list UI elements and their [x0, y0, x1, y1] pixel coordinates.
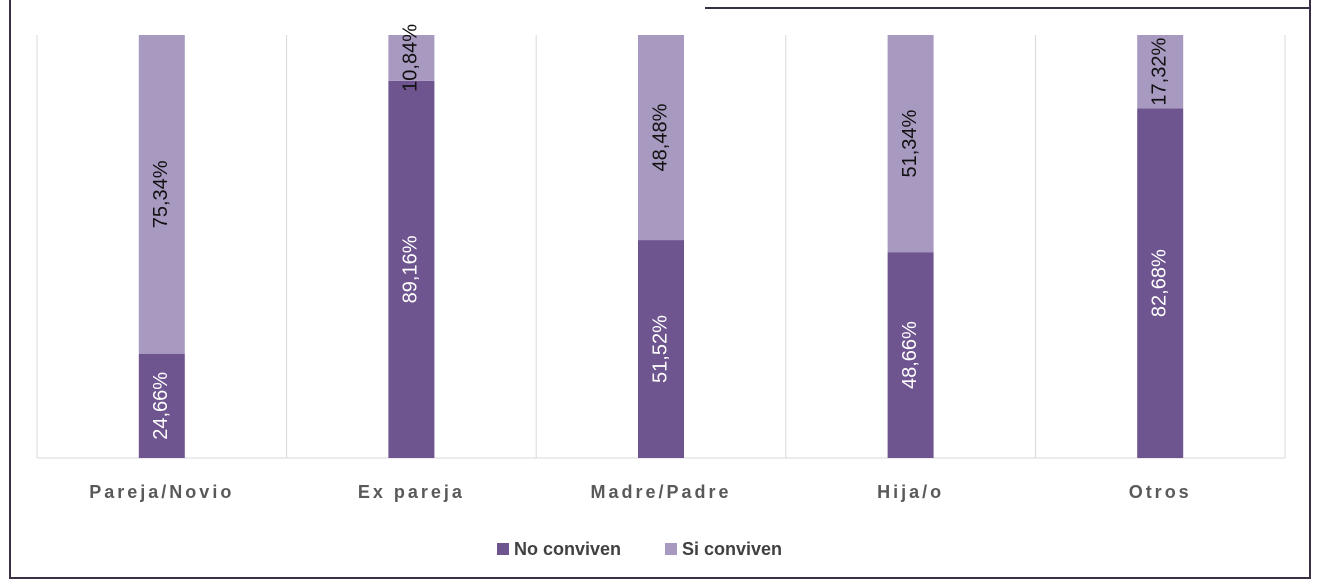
data-label: 89,16%: [400, 235, 422, 303]
legend-swatch: [665, 543, 677, 555]
x-tick-label: Hija/o: [877, 482, 944, 502]
legend-label: Si conviven: [682, 539, 782, 559]
x-tick-label: Madre/Padre: [590, 482, 731, 502]
legend-label: No conviven: [514, 539, 621, 559]
data-label: 51,34%: [899, 109, 921, 177]
data-label: 48,66%: [899, 321, 921, 389]
data-label: 51,52%: [649, 315, 671, 383]
x-tick-label: Ex pareja: [358, 482, 465, 502]
chart: Pareja/Novio 24,66% 75,34% Ex pareja 89,16% 1…: [0, 0, 1320, 584]
data-label: 75,34%: [150, 160, 172, 228]
data-label: 10,84%: [400, 24, 422, 92]
data-label: 48,48%: [649, 103, 671, 171]
data-label: 17,32%: [1148, 38, 1170, 106]
legend-swatch: [497, 543, 509, 555]
data-label: 24,66%: [150, 372, 172, 440]
data-label: 82,68%: [1148, 249, 1170, 317]
x-tick-label: Otros: [1129, 482, 1192, 502]
x-tick-label: Pareja/Novio: [89, 482, 234, 502]
